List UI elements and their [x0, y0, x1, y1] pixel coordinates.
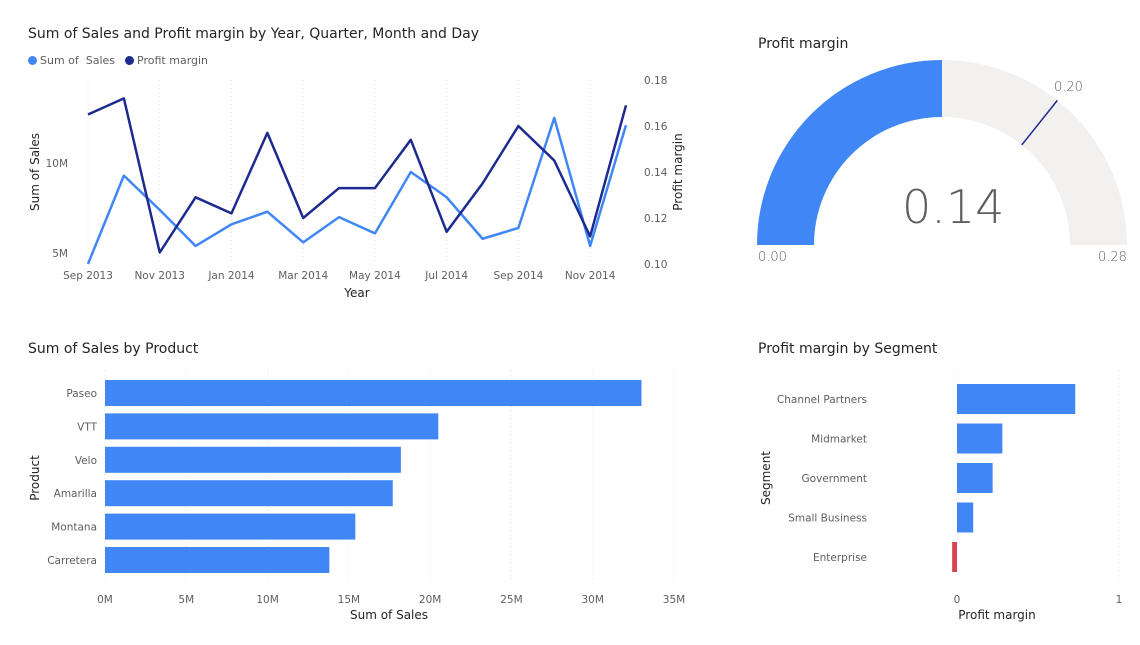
legend-marker-sales [28, 56, 37, 65]
category-label: Montana [51, 522, 97, 534]
x-tick-label: 15M [338, 594, 360, 606]
line-chart-legend: Sum of Sales Profit margin [28, 54, 208, 67]
x-axis-title: Profit margin [958, 608, 1035, 622]
sales-series-line [86, 116, 628, 265]
x-tick-label: Sep 2013 [63, 270, 113, 282]
segment-bar-chart[interactable]: 0 1 Channel Partners Midmarket Government Sma… [740, 330, 1140, 645]
legend-label-profit: Profit margin [137, 54, 209, 67]
x-axis-title: Year [343, 286, 369, 300]
category-label: Carretera [47, 555, 97, 567]
x-tick-label: 0 [954, 594, 961, 606]
category-label: Velo [75, 455, 97, 467]
x-tick-label: Jul 2014 [424, 270, 468, 282]
x-tick-label: May 2014 [349, 270, 401, 282]
x-tick-label: Nov 2013 [134, 270, 185, 282]
category-label: Channel Partners [777, 394, 867, 406]
product-bar [105, 480, 393, 507]
x-tick-label: 1 [1116, 594, 1123, 606]
x-tick-label: 30M [582, 594, 604, 606]
product-bar-card[interactable]: Sum of Sales by Product 0M 5M 10M 15M 20M 25M… [0, 330, 700, 645]
legend-item-sales[interactable]: Sum of Sales [28, 54, 115, 67]
category-label: Amarilla [54, 488, 97, 500]
segment-bar [957, 502, 974, 533]
y2-tick-label: 0.16 [644, 121, 668, 133]
product-bar [105, 380, 642, 406]
category-label: Enterprise [813, 552, 867, 564]
product-bar [105, 547, 330, 573]
category-label: VTT [77, 421, 97, 433]
line-chart-card[interactable]: Sum of Sales and Profit margin by Year, … [0, 0, 700, 310]
y2-tick-label: 0.14 [644, 167, 668, 179]
y-axis-title: Sum of Sales [28, 133, 42, 211]
x-tick-label: Sep 2014 [493, 270, 543, 282]
gauge-card[interactable]: Profit margin 0.14 0.00 0.28 0.20 [740, 0, 1140, 310]
category-label: Government [802, 473, 867, 485]
x-tick-label: Mar 2014 [278, 270, 328, 282]
category-label: Paseo [66, 388, 97, 400]
product-bar [105, 446, 401, 473]
x-tick-label: 10M [256, 594, 278, 606]
segment-bar [957, 384, 1076, 414]
segment-bar [957, 463, 993, 493]
x-tick-label: Nov 2014 [565, 270, 616, 282]
profit-series-line [87, 97, 628, 254]
legend-item-profit[interactable]: Profit margin [125, 54, 208, 67]
segment-bar [952, 542, 957, 572]
gauge-target-line [1021, 99, 1058, 146]
x-axis-title: Sum of Sales [350, 608, 428, 622]
gauge-target-label: 0.20 [1054, 80, 1083, 95]
line-chart-title: Sum of Sales and Profit margin by Year, … [28, 26, 480, 42]
y2-tick-label: 0.10 [644, 259, 667, 271]
x-tick-label: 0M [97, 594, 113, 606]
legend-marker-profit [125, 56, 135, 65]
gauge-chart[interactable] [740, 0, 1140, 310]
legend-label-sales: Sum of Sales [40, 54, 116, 67]
x-tick-label: 20M [419, 594, 441, 606]
gauge-fill [757, 60, 942, 245]
y-tick-label: 5M [52, 248, 68, 260]
line-chart[interactable]: Sep 2013 Nov 2013 Jan 2014 Mar 2014 May 2014… [0, 0, 700, 310]
y2-tick-label: 0.12 [644, 213, 667, 225]
x-tick-label: 5M [178, 594, 194, 606]
gauge-min-label: 0.00 [758, 250, 787, 265]
category-label: Midmarket [811, 434, 867, 446]
product-bar [105, 513, 356, 540]
x-tick-label: Jan 2014 [207, 270, 255, 282]
gauge-max-label: 0.28 [1098, 250, 1127, 265]
product-bar [105, 413, 439, 440]
y-tick-label: 10M [46, 158, 68, 170]
y2-axis-title: Profit margin [671, 133, 685, 210]
product-bar-chart[interactable]: 0M 5M 10M 15M 20M 25M 30M 35M Paseo VTT Velo Amaril… [0, 330, 700, 645]
x-tick-label: 35M [663, 594, 685, 606]
x-tick-label: 25M [500, 594, 522, 606]
segment-bar [957, 423, 1003, 454]
y-axis-title: Product [28, 455, 42, 501]
y-axis-title: Segment [759, 451, 773, 505]
segment-bar-title: Profit margin by Segment [758, 341, 938, 357]
y2-tick-label: 0.18 [644, 75, 667, 87]
category-label: Small Business [788, 513, 867, 525]
gauge-value: 0.14 [902, 180, 1005, 234]
gauge-title: Profit margin [758, 36, 849, 52]
segment-bar-card[interactable]: Profit margin by Segment 0 1 Channel Partn… [740, 330, 1140, 645]
product-bar-title: Sum of Sales by Product [28, 341, 199, 357]
